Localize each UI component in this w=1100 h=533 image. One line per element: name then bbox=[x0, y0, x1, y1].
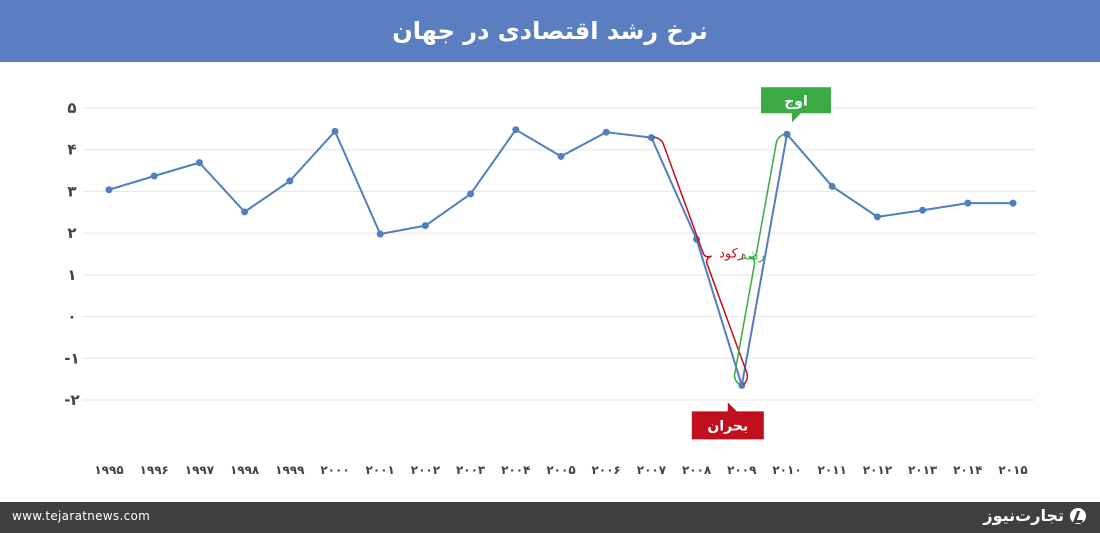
data-point bbox=[241, 208, 249, 216]
data-point bbox=[331, 127, 339, 135]
x-tick-label: ۱۹۹۸ bbox=[230, 463, 260, 477]
crisis-callout-text: بحران bbox=[707, 418, 748, 434]
x-tick-label: ۱۹۹۵ bbox=[94, 463, 123, 477]
x-tick-label: ۲۰۱۵ bbox=[998, 463, 1027, 477]
x-tick-label: ۲۰۱۳ bbox=[908, 463, 938, 477]
data-point bbox=[286, 177, 294, 185]
data-point bbox=[421, 222, 429, 230]
x-tick-label: ۲۰۱۱ bbox=[818, 463, 847, 477]
x-tick-label: ۱۹۹۹ bbox=[275, 463, 305, 477]
x-tick-label: ۲۰۰۴ bbox=[501, 463, 530, 477]
data-point bbox=[150, 172, 158, 180]
brand-name: تجارت‌نیوز bbox=[983, 506, 1064, 525]
brand: تجارت‌نیوز bbox=[983, 506, 1086, 525]
y-tick-label: -۱ bbox=[64, 349, 79, 367]
data-point bbox=[557, 152, 565, 160]
growth-label: رشد bbox=[741, 249, 765, 264]
x-tick-label: ۲۰۰۲ bbox=[411, 463, 441, 477]
x-tick-label: ۲۰۰۸ bbox=[682, 463, 712, 477]
series-line bbox=[108, 128, 1013, 387]
x-tick-label: ۲۰۱۲ bbox=[863, 463, 893, 477]
data-point bbox=[467, 190, 475, 198]
x-tick-label: ۲۰۰۶ bbox=[592, 463, 621, 477]
recession-bracket bbox=[653, 136, 749, 386]
data-point bbox=[919, 206, 927, 214]
data-point bbox=[376, 230, 384, 238]
y-tick-label: ۲ bbox=[67, 224, 76, 242]
data-point bbox=[828, 182, 836, 190]
y-tick-label: ۵ bbox=[67, 99, 76, 117]
website-url[interactable]: www.tejaratnews.com bbox=[12, 509, 151, 523]
page-title: نرخ رشد اقتصادی در جهان bbox=[392, 17, 708, 45]
y-tick-label: ۱ bbox=[67, 266, 76, 284]
data-point bbox=[964, 199, 972, 207]
data-point bbox=[738, 381, 746, 389]
title-bar: نرخ رشد اقتصادی در جهان bbox=[0, 0, 1100, 62]
x-tick-label: ۲۰۰۵ bbox=[546, 463, 575, 477]
data-point bbox=[512, 126, 520, 134]
line-chart: ۵ ۴ ۳ ۲ ۱ ۰ -۱ -۲ ۱۹۹۵ ۱۹۹۶ ۱۹۹۷ ۱۹۹۸ ۱۹۹۹ ۲۰۰۰ ۲۰۰۱ ۲۰… bbox=[64, 87, 1035, 477]
footer-bar: www.tejaratnews.com تجارت‌نیوز bbox=[0, 502, 1100, 533]
data-point bbox=[105, 186, 113, 194]
growth-bracket bbox=[733, 133, 786, 386]
y-tick-label: ۴ bbox=[67, 141, 76, 159]
data-point bbox=[783, 130, 791, 138]
crisis-callout bbox=[691, 402, 764, 440]
peak-callout-text: اوج bbox=[784, 93, 808, 109]
data-point bbox=[873, 213, 881, 221]
data-point bbox=[195, 159, 203, 167]
data-point bbox=[1009, 199, 1017, 207]
x-tick-label: ۲۰۰۳ bbox=[456, 463, 486, 477]
data-point bbox=[647, 134, 655, 142]
x-tick-label: ۲۰۰۷ bbox=[637, 463, 667, 477]
data-point bbox=[602, 128, 610, 136]
x-tick-label: ۲۰۰۱ bbox=[366, 463, 395, 477]
x-tick-label: ۲۰۱۴ bbox=[953, 463, 982, 477]
peak-callout bbox=[761, 87, 831, 123]
x-tick-label: ۲۰۰۰ bbox=[320, 463, 349, 477]
tejaratnews-logo-icon bbox=[1070, 507, 1086, 524]
y-tick-label: ۰ bbox=[67, 308, 76, 326]
x-tick-label: ۱۹۹۶ bbox=[140, 463, 169, 477]
x-tick-label: ۱۹۹۷ bbox=[185, 463, 215, 477]
x-tick-label: ۲۰۱۰ bbox=[772, 463, 801, 477]
recession-label: رکود bbox=[719, 246, 744, 261]
x-tick-label: ۲۰۰۹ bbox=[727, 463, 757, 477]
y-tick-label: -۲ bbox=[64, 391, 79, 409]
y-tick-label: ۳ bbox=[67, 182, 76, 200]
